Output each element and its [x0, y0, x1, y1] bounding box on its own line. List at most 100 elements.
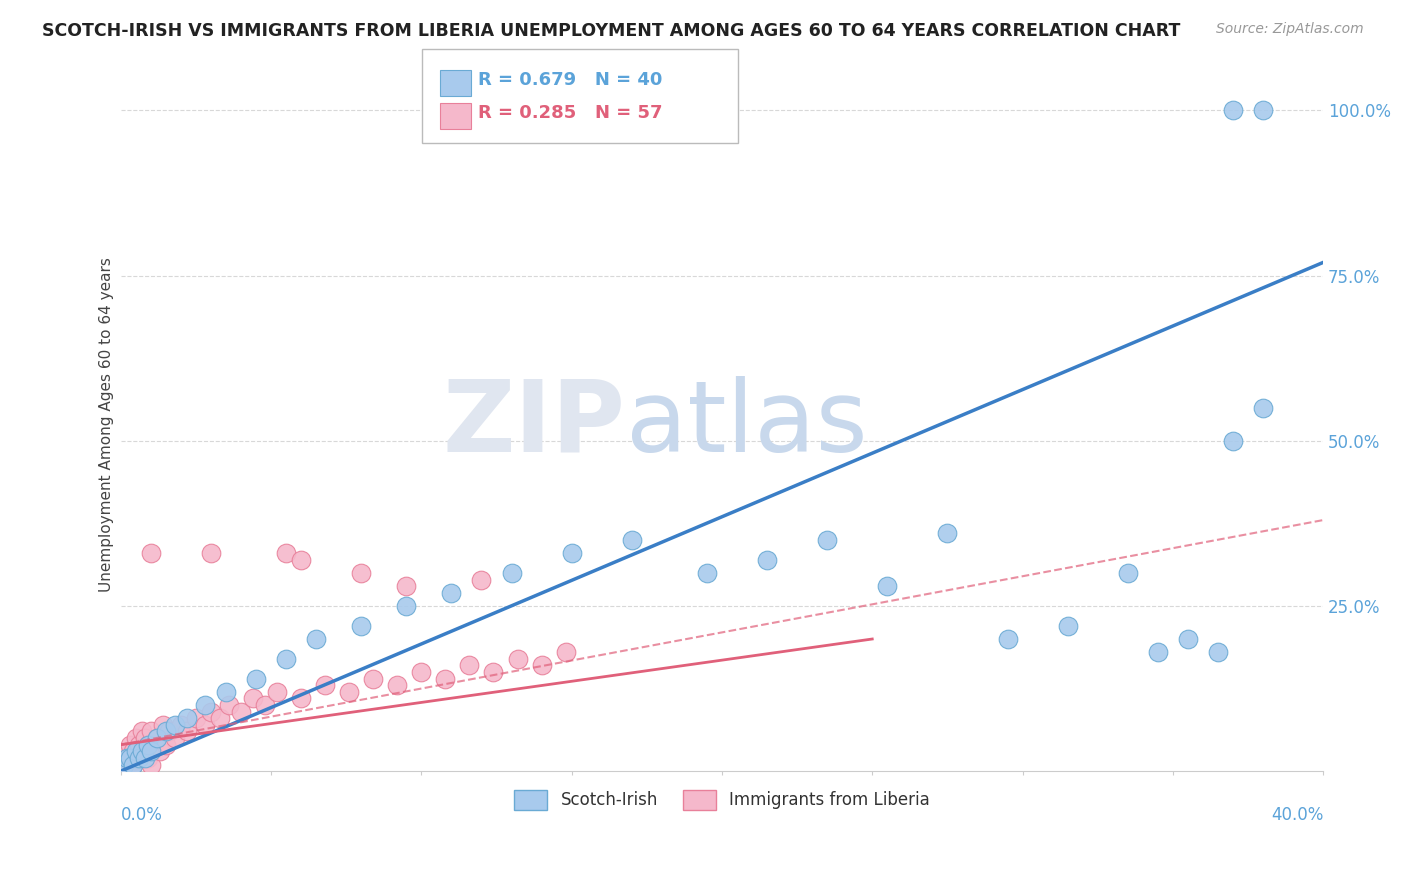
Point: [136, 751, 159, 765]
Text: SCOTCH-IRISH VS IMMIGRANTS FROM LIBERIA UNEMPLOYMENT AMONG AGES 60 TO 64 YEARS C: SCOTCH-IRISH VS IMMIGRANTS FROM LIBERIA …: [42, 22, 1181, 40]
Point: [139, 724, 162, 739]
Point: [530, 658, 553, 673]
Point: [458, 658, 481, 673]
Point: [128, 738, 150, 752]
Point: [194, 718, 217, 732]
Text: atlas: atlas: [626, 376, 868, 473]
Text: 0.0%: 0.0%: [121, 805, 163, 824]
Point: [561, 546, 583, 560]
Point: [152, 718, 174, 732]
Point: [131, 751, 153, 765]
Point: [218, 698, 240, 712]
Point: [136, 738, 159, 752]
Point: [134, 731, 156, 745]
Point: [305, 632, 328, 646]
Point: [361, 672, 384, 686]
Point: [112, 757, 135, 772]
Point: [128, 744, 150, 758]
Point: [170, 718, 193, 732]
Point: [155, 724, 177, 739]
Point: [163, 731, 186, 745]
Point: [387, 678, 409, 692]
Point: [696, 566, 718, 580]
Point: [440, 586, 463, 600]
Point: [290, 691, 312, 706]
Point: [395, 599, 418, 613]
Point: [118, 738, 141, 752]
Point: [215, 685, 238, 699]
Point: [350, 619, 373, 633]
Point: [1222, 103, 1244, 118]
Point: [1251, 401, 1274, 415]
Point: [118, 751, 141, 765]
Point: [1251, 103, 1274, 118]
Point: [146, 731, 169, 745]
Point: [121, 757, 143, 772]
Legend: Scotch-Irish, Immigrants from Liberia: Scotch-Irish, Immigrants from Liberia: [505, 781, 939, 818]
Point: [115, 744, 138, 758]
Text: 40.0%: 40.0%: [1271, 805, 1323, 824]
Point: [136, 738, 159, 752]
Point: [411, 665, 433, 679]
Point: [620, 533, 643, 547]
Point: [176, 724, 198, 739]
Point: [115, 751, 138, 765]
Point: [121, 757, 143, 772]
Point: [128, 751, 150, 765]
Point: [1146, 645, 1168, 659]
Point: [876, 579, 898, 593]
Y-axis label: Unemployment Among Ages 60 to 64 years: Unemployment Among Ages 60 to 64 years: [100, 257, 114, 591]
Point: [936, 526, 959, 541]
Point: [149, 744, 172, 758]
Point: [155, 738, 177, 752]
Point: [395, 579, 418, 593]
Point: [131, 744, 153, 758]
Point: [139, 744, 162, 758]
Point: [314, 678, 336, 692]
Point: [125, 744, 148, 758]
Point: [157, 724, 180, 739]
Point: [142, 738, 165, 752]
Point: [242, 691, 264, 706]
Point: [200, 705, 222, 719]
Point: [118, 751, 141, 765]
Point: [290, 552, 312, 566]
Point: [194, 698, 217, 712]
Point: [208, 711, 231, 725]
Point: [139, 757, 162, 772]
Point: [245, 672, 267, 686]
Point: [482, 665, 505, 679]
Point: [125, 751, 148, 765]
Point: [134, 744, 156, 758]
Point: [274, 652, 297, 666]
Point: [506, 652, 529, 666]
Point: [554, 645, 576, 659]
Point: [115, 757, 138, 772]
Point: [501, 566, 523, 580]
Text: Source: ZipAtlas.com: Source: ZipAtlas.com: [1216, 22, 1364, 37]
Point: [470, 573, 492, 587]
Text: R = 0.285   N = 57: R = 0.285 N = 57: [478, 104, 662, 122]
Point: [350, 566, 373, 580]
Point: [266, 685, 288, 699]
Point: [200, 546, 222, 560]
Point: [337, 685, 360, 699]
Point: [434, 672, 457, 686]
Point: [134, 751, 156, 765]
Point: [229, 705, 252, 719]
Point: [815, 533, 838, 547]
Point: [112, 757, 135, 772]
Point: [121, 744, 143, 758]
Point: [176, 711, 198, 725]
Point: [997, 632, 1019, 646]
Point: [254, 698, 277, 712]
Point: [756, 552, 779, 566]
Point: [1206, 645, 1229, 659]
Point: [274, 546, 297, 560]
Point: [163, 718, 186, 732]
Point: [184, 711, 207, 725]
Point: [1177, 632, 1199, 646]
Text: R = 0.679   N = 40: R = 0.679 N = 40: [478, 71, 662, 89]
Point: [112, 751, 135, 765]
Point: [1116, 566, 1139, 580]
